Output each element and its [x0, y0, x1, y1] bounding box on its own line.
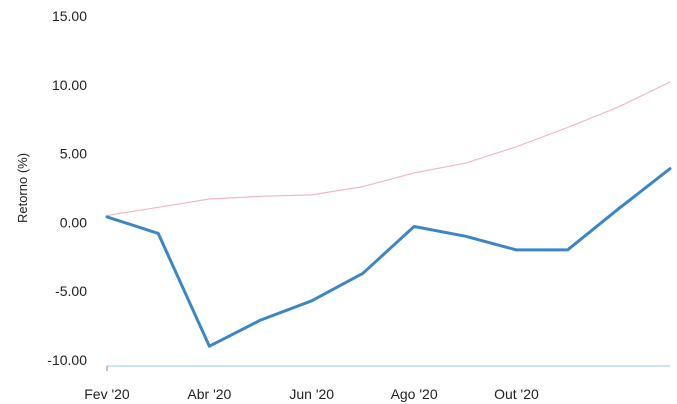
- y-tick-label: 5.00: [60, 146, 87, 162]
- x-tick-label: Ago '20: [391, 386, 438, 402]
- series-line-1: [106, 81, 671, 217]
- y-tick-label: 10.00: [52, 77, 87, 93]
- series-line-2: [105, 167, 672, 348]
- y-tick-label: 0.00: [60, 214, 87, 230]
- y-axis-title: Retorno (%): [15, 153, 30, 223]
- y-tick-label: -10.00: [47, 352, 87, 368]
- y-tick-label: 15.00: [52, 8, 87, 24]
- x-tick-label: Jun '20: [289, 386, 334, 402]
- y-tick-label: -5.00: [55, 283, 87, 299]
- x-tick-label: Fev '20: [84, 386, 130, 402]
- x-tick-label: Abr '20: [187, 386, 231, 402]
- x-tick-label: Out '20: [494, 386, 539, 402]
